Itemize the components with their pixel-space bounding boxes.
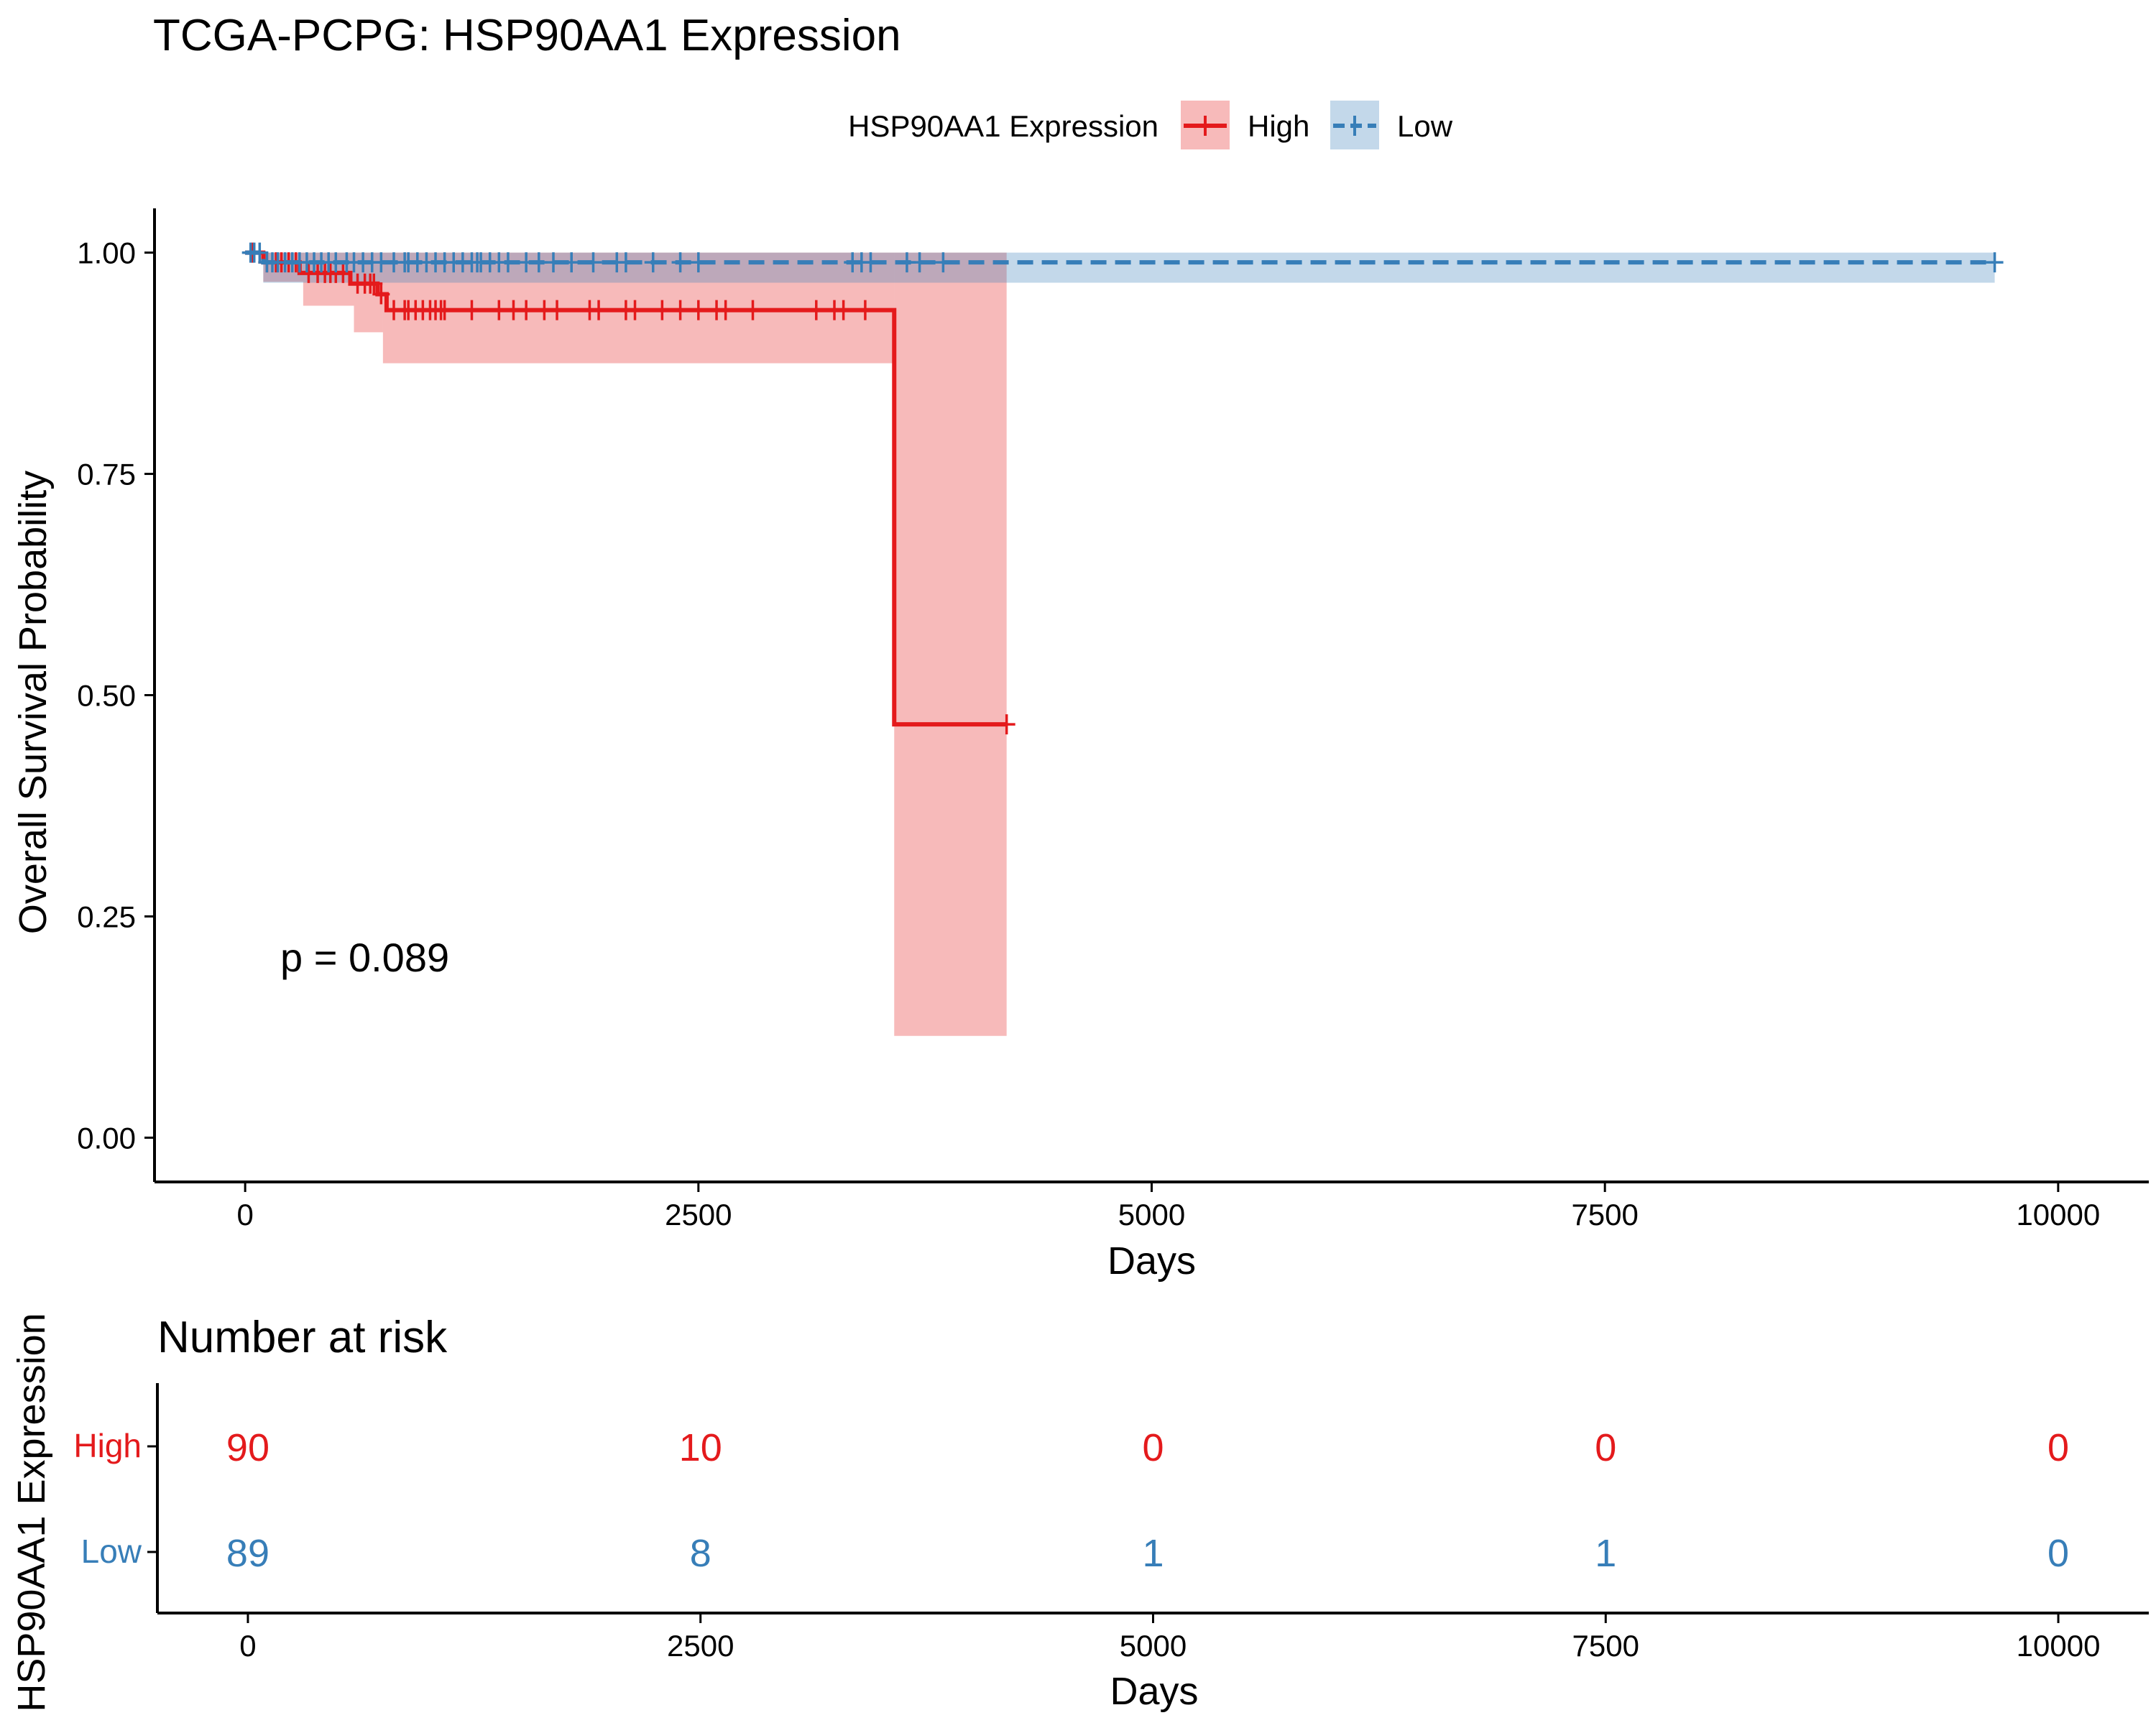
risk-count: 0: [2047, 1426, 2069, 1469]
censor-mark: [251, 242, 269, 263]
risk-count: 0: [1595, 1426, 1616, 1469]
risk-count: 0: [2047, 1532, 2069, 1575]
censor-mark: [862, 252, 880, 273]
censor-mark: [365, 273, 383, 294]
chart-title: TCGA-PCPG: HSP90AA1 Expression: [153, 11, 901, 60]
risk-row-label-low: Low: [81, 1533, 142, 1570]
y-tick-label: 1.00: [77, 236, 136, 270]
risk-count: 1: [1142, 1532, 1164, 1575]
legend-label-low: Low: [1397, 109, 1453, 143]
censor-mark: [1986, 252, 2004, 273]
x-axis-label: Days: [1107, 1239, 1196, 1283]
censor-mark: [744, 300, 762, 320]
y-tick-label: 0.75: [77, 458, 136, 491]
risk-count: 89: [226, 1532, 270, 1575]
risk-count: 0: [1142, 1426, 1164, 1469]
censor-mark: [644, 252, 662, 273]
x-tick-label: 2500: [665, 1198, 732, 1232]
legend-title: HSP90AA1 Expression: [848, 109, 1158, 143]
censor-mark: [584, 252, 602, 273]
censor-mark: [545, 252, 562, 273]
risk-count: 90: [226, 1426, 270, 1469]
censor-mark: [671, 252, 689, 273]
risk-x-tick-label: 0: [239, 1629, 256, 1663]
ci-band-high: [894, 252, 1007, 1036]
censor-mark: [934, 252, 952, 273]
risk-count: 8: [690, 1532, 711, 1575]
censor-mark: [626, 300, 644, 320]
x-tick-label: 0: [236, 1198, 253, 1232]
risk-x-tick-label: 10000: [2017, 1629, 2101, 1663]
risk-x-tick-label: 2500: [667, 1629, 734, 1663]
censor-mark: [372, 284, 390, 305]
censor-mark: [530, 252, 548, 273]
x-tick-label: 7500: [1571, 1198, 1638, 1232]
censor-mark: [563, 252, 581, 273]
y-tick-label: 0.25: [77, 900, 136, 933]
risk-table-xlabel: Days: [1110, 1670, 1198, 1713]
km-plot: 0.00 0.25 0.50 0.75 1.00 0 2500 5000 7500 10000 Da…: [11, 208, 2149, 1283]
censor-mark: [998, 714, 1015, 735]
censor-mark: [548, 300, 566, 320]
censor-mark: [490, 300, 508, 320]
censor-mark: [856, 300, 874, 320]
censor-mark: [499, 252, 517, 273]
y-tick-label: 0.00: [77, 1121, 136, 1155]
censor-mark: [653, 300, 671, 320]
risk-table-title: Number at risk: [157, 1313, 448, 1362]
censor-mark: [334, 262, 352, 283]
x-tick-label: 10000: [2016, 1198, 2100, 1232]
censor-mark: [689, 300, 707, 320]
censor-mark: [463, 300, 481, 320]
legend-label-high: High: [1248, 109, 1309, 143]
censor-mark: [717, 300, 734, 320]
censor-mark: [671, 300, 689, 320]
risk-count: 10: [679, 1426, 722, 1469]
risk-x-tick-label: 5000: [1120, 1629, 1187, 1663]
risk-count: 1: [1595, 1532, 1616, 1575]
censor-mark: [590, 300, 608, 320]
legend: HSP90AA1 Expression High Low: [848, 101, 1453, 149]
censor-mark: [834, 300, 852, 320]
x-tick-label: 5000: [1118, 1198, 1185, 1232]
risk-table-ylabel: HSP90AA1 Expression: [10, 1313, 53, 1711]
risk-row-label-high: High: [73, 1427, 142, 1464]
ci-band-low: [263, 252, 1995, 283]
censor-mark: [617, 252, 635, 273]
censor-mark: [911, 252, 929, 273]
censor-mark: [807, 300, 825, 320]
y-tick-label: 0.50: [77, 679, 136, 713]
pvalue-label: p = 0.089: [280, 935, 449, 980]
censor-mark: [517, 300, 535, 320]
risk-x-tick-label: 7500: [1572, 1629, 1639, 1663]
ci-band-high: [382, 252, 895, 364]
censor-mark: [436, 300, 453, 320]
censor-mark: [689, 252, 707, 273]
y-axis-label: Overall Survival Probability: [11, 471, 55, 934]
